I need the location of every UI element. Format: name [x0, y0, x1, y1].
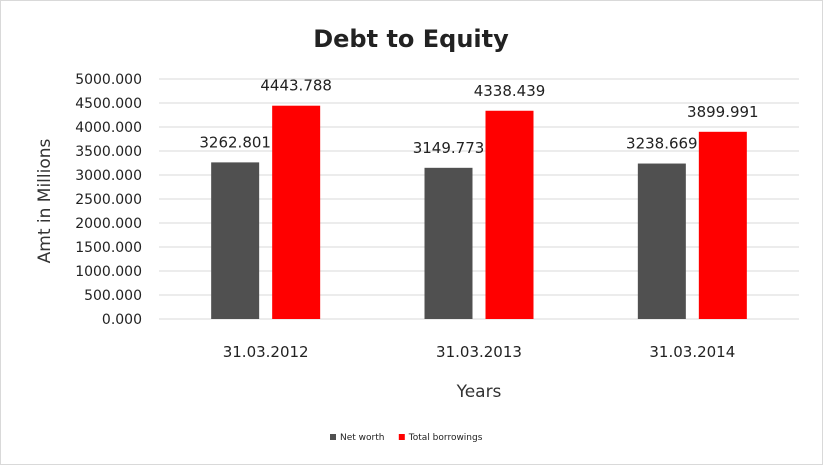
legend-label: Total borrowings	[408, 433, 483, 443]
bar-net-worth	[211, 162, 260, 319]
x-tick-label: 31.03.2013	[436, 343, 522, 361]
x-tick-labels: 31.03.2012 31.03.2013 31.03.2014	[223, 343, 736, 361]
y-tick-label: 3500.000	[75, 144, 142, 160]
data-label: 3149.773	[413, 139, 485, 157]
y-tick-labels: 0.000 500.000 1000.000 1500.000 2000.000 2500…	[75, 72, 142, 328]
chart-title: Debt to Equity	[313, 25, 509, 53]
y-tick-label: 1500.000	[75, 240, 142, 256]
y-tick-label: 2500.000	[75, 192, 142, 208]
gridlines	[159, 78, 799, 320]
legend: Net worth Total borrowings	[330, 433, 483, 443]
bar-net-worth	[637, 163, 686, 319]
y-tick-label: 500.000	[84, 288, 142, 304]
data-label: 3899.991	[687, 103, 759, 121]
data-label: 4443.788	[260, 77, 332, 95]
bar-total-borrowings	[272, 105, 321, 319]
bars	[211, 105, 747, 319]
y-tick-label: 0.000	[102, 312, 142, 328]
data-label: 3262.801	[199, 133, 271, 151]
x-tick-label: 31.03.2012	[223, 343, 309, 361]
bar-net-worth	[424, 167, 473, 319]
x-axis-title: Years	[456, 382, 502, 402]
y-tick-label: 5000.000	[75, 72, 142, 88]
legend-label: Net worth	[340, 433, 384, 443]
bar-total-borrowings	[698, 131, 747, 319]
y-tick-label: 2000.000	[75, 216, 142, 232]
y-tick-label: 1000.000	[75, 264, 142, 280]
bar-total-borrowings	[485, 110, 534, 319]
y-axis-title: Amt in Millions	[35, 138, 55, 263]
y-tick-label: 4500.000	[75, 96, 142, 112]
data-labels: 3262.801 4443.788 3149.773 4338.439 3238.669…	[199, 77, 758, 157]
data-label: 4338.439	[474, 82, 546, 100]
legend-swatch	[330, 434, 336, 440]
y-tick-label: 3000.000	[75, 168, 142, 184]
data-label: 3238.669	[626, 135, 698, 153]
legend-swatch	[398, 434, 405, 440]
y-tick-label: 4000.000	[75, 120, 142, 136]
x-tick-label: 31.03.2014	[649, 343, 735, 361]
